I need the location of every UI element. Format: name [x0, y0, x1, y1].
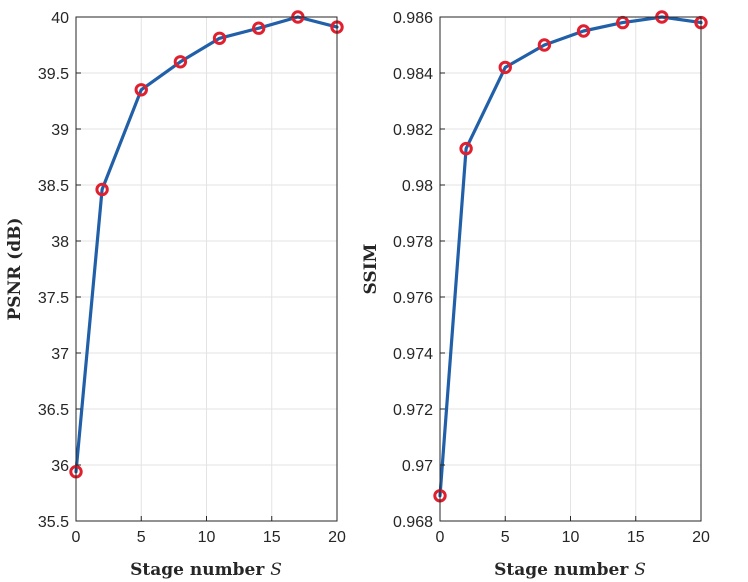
ssim-x-axis-label: Stage number S [494, 560, 646, 580]
psnr-x-tick-label: 15 [263, 529, 281, 546]
psnr-x-tick-label: 10 [198, 529, 216, 546]
ssim-y-tick-label: 0.968 [393, 514, 433, 531]
psnr-data-point [252, 21, 266, 35]
ssim-y-tick-label: 0.986 [393, 10, 433, 27]
psnr-data-point [95, 182, 109, 197]
psnr-y-axis-label: PSNR (dB) [5, 218, 25, 321]
ssim-chart: 0 5 10 15 20 0.968 0.97 0.972 0.974 0.976 0.978 0.9… [361, 10, 710, 580]
ssim-y-tick-label: 0.976 [393, 290, 433, 307]
psnr-chart: 0 5 10 15 20 35.5 36 36.5 37 37.5 38 38.5 39 39.5 40 S… [5, 10, 346, 580]
ssim-x-tick-label: 15 [627, 529, 645, 546]
psnr-x-tick-label: 20 [328, 529, 346, 546]
ssim-y-tick-label: 0.982 [393, 122, 433, 139]
psnr-y-tick-label: 39 [51, 122, 69, 139]
psnr-series-line [74, 15, 339, 474]
psnr-data-point [173, 55, 188, 69]
ssim-x-tick-label: 5 [501, 529, 510, 546]
psnr-x-tick-label: 5 [137, 529, 146, 546]
ssim-data-point [537, 38, 552, 52]
psnr-y-tick-label: 38.5 [38, 178, 69, 195]
psnr-y-tick-label: 37.5 [38, 290, 69, 307]
psnr-y-tick-label: 35.5 [38, 514, 69, 531]
ssim-y-tick-label: 0.97 [402, 458, 433, 475]
psnr-y-tick-label: 38 [51, 234, 69, 251]
ssim-y-tick-label: 0.974 [393, 346, 433, 363]
psnr-data-point [212, 31, 227, 45]
psnr-y-tick-label: 40 [51, 10, 69, 27]
ssim-y-tick-label: 0.984 [393, 66, 433, 83]
psnr-y-tick-label: 36 [51, 458, 69, 475]
ssim-y-tick-label: 0.978 [393, 234, 433, 251]
ssim-data-point [576, 24, 591, 38]
ssim-x-tick-label: 10 [562, 529, 580, 546]
psnr-x-axis-label: Stage number S [130, 560, 282, 580]
psnr-x-tick-label: 0 [72, 529, 81, 546]
ssim-y-tick-label: 0.98 [402, 178, 433, 195]
psnr-y-tick-label: 37 [51, 346, 69, 363]
ssim-data-point [498, 60, 512, 75]
ssim-x-tick-label: 20 [692, 529, 710, 546]
psnr-y-tick-label: 36.5 [38, 402, 69, 419]
ssim-y-tick-label: 0.972 [393, 402, 433, 419]
ssim-data-point [459, 141, 473, 156]
ssim-x-tick-label: 0 [436, 529, 445, 546]
psnr-y-tick-label: 39.5 [38, 66, 69, 83]
ssim-y-axis-label: SSIM [361, 243, 381, 294]
psnr-data-point [134, 83, 148, 97]
